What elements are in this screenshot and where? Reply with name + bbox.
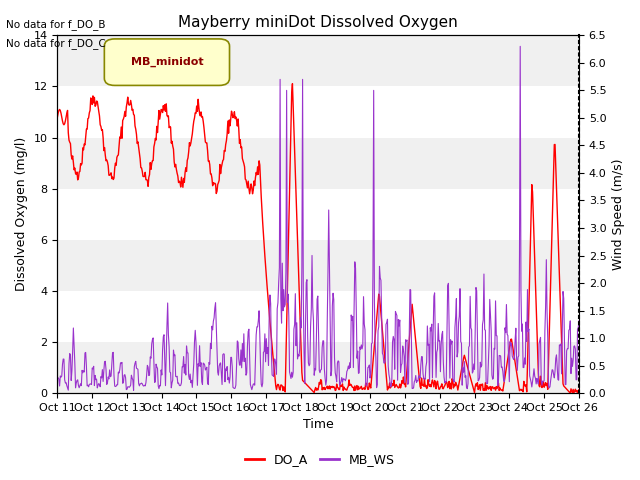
Bar xyxy=(58,240,579,291)
Bar xyxy=(58,36,579,86)
Bar xyxy=(58,86,579,138)
Y-axis label: Dissolved Oxygen (mg/l): Dissolved Oxygen (mg/l) xyxy=(15,137,28,291)
Bar xyxy=(58,291,579,342)
Bar xyxy=(58,189,579,240)
Text: No data for f_DO_C: No data for f_DO_C xyxy=(6,38,106,49)
X-axis label: Time: Time xyxy=(303,419,333,432)
Legend: DO_A, MB_WS: DO_A, MB_WS xyxy=(240,448,400,471)
Y-axis label: Wind Speed (m/s): Wind Speed (m/s) xyxy=(612,158,625,270)
Bar xyxy=(58,138,579,189)
Title: Mayberry miniDot Dissolved Oxygen: Mayberry miniDot Dissolved Oxygen xyxy=(179,15,458,30)
FancyBboxPatch shape xyxy=(104,39,230,85)
Text: MB_minidot: MB_minidot xyxy=(131,57,204,67)
Text: No data for f_DO_B: No data for f_DO_B xyxy=(6,19,106,30)
Bar xyxy=(58,342,579,393)
